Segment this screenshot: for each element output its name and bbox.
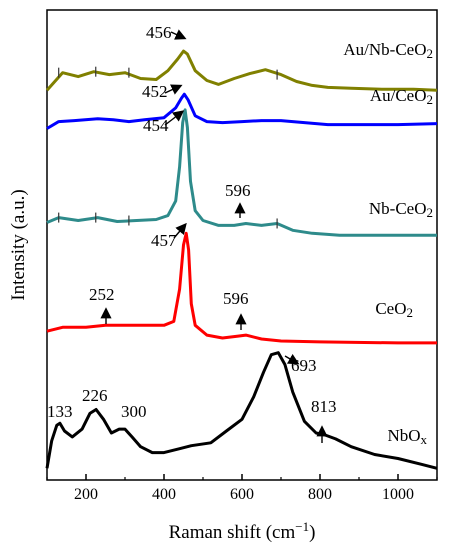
series-label: Au/Nb-CeO2 — [343, 40, 433, 61]
series-au-ceo2: Au/CeO2 — [46, 86, 438, 130]
peak-label: 596 — [223, 289, 249, 308]
peak-label: 452 — [142, 82, 168, 101]
plot-area: 200 400 600 800 1000 Raman shift (cm−1) Intens… — [8, 9, 438, 543]
peak-label: 226 — [82, 386, 108, 405]
peak-arrow — [173, 222, 187, 239]
peak-annotation: 457 — [151, 222, 187, 250]
plot-frame — [46, 9, 438, 481]
y-axis-title: Intensity (a.u.) — [8, 189, 29, 300]
x-tick-label: 200 — [74, 486, 98, 503]
peak-annotation: 456 — [146, 23, 187, 42]
series-label: Au/CeO2 — [370, 86, 433, 107]
peak-arrow — [170, 29, 187, 40]
peak-arrow — [164, 84, 183, 95]
peak-annotation: 596 — [223, 289, 249, 330]
series-line — [45, 351, 438, 470]
peak-label: 457 — [151, 231, 177, 250]
peak-annotation: 813 — [311, 397, 337, 443]
peak-label: 693 — [291, 356, 317, 375]
series-line — [46, 231, 437, 345]
series-label: CeO2 — [375, 299, 413, 320]
series-au-nb-ceo2: Au/Nb-CeO2 — [45, 40, 438, 92]
series-label: NbOx — [387, 426, 427, 447]
peak-label: 456 — [146, 23, 172, 42]
x-tick-label: 600 — [230, 486, 254, 503]
series-nb-ceo2: Nb-CeO2 — [46, 108, 437, 237]
peak-annotation: 252 — [89, 285, 115, 324]
series-ceo2: CeO2 — [46, 231, 437, 345]
series-line — [46, 108, 437, 237]
peak-label: 454 — [143, 116, 169, 135]
peak-annotation: 300 — [121, 402, 147, 421]
peak-annotation: 693 — [284, 353, 317, 375]
x-tick-label: 1000 — [382, 486, 414, 503]
peak-label: 133 — [47, 402, 73, 421]
peak-annotation: 454 — [143, 110, 185, 135]
peak-label: 252 — [89, 285, 115, 304]
peak-label: 596 — [225, 181, 251, 200]
peak-label: 813 — [311, 397, 337, 416]
peak-annotation: 596 — [225, 181, 251, 218]
x-tick-label: 400 — [152, 486, 176, 503]
peak-arrow — [164, 110, 185, 126]
series-line — [45, 49, 438, 92]
peak-annotation: 226 — [82, 386, 108, 405]
peak-label: 300 — [121, 402, 147, 421]
peak-arrow — [284, 353, 300, 365]
series-line — [46, 92, 438, 130]
x-axis-title: Raman shift (cm−1) — [169, 519, 316, 543]
peak-annotation: 133 — [47, 402, 73, 421]
x-tick-label: 800 — [308, 486, 332, 503]
peak-annotation: 452 — [142, 82, 183, 101]
series-nbox: NbOx — [45, 351, 438, 470]
series-label: Nb-CeO2 — [369, 199, 433, 220]
